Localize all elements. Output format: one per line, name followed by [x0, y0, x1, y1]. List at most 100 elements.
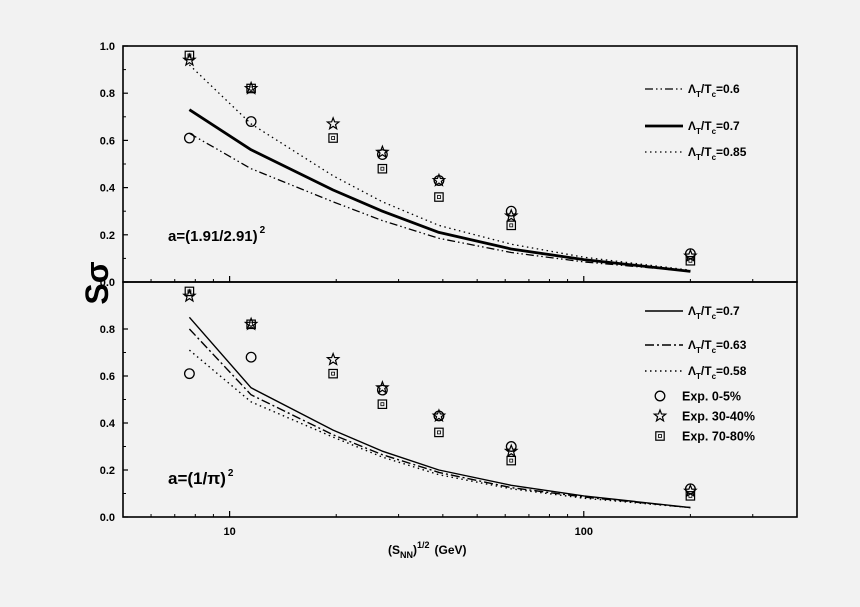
- panel-bottom-legend-label-0-part-0: Λ: [688, 304, 696, 318]
- panel-bottom-point-square-4-outline: [434, 427, 444, 438]
- panel-top-legend-label-2-part-3: c: [712, 153, 717, 162]
- panel-top-point-square-1: [246, 83, 256, 94]
- panel-bottom-point-square-0: [184, 286, 195, 297]
- panel-top: 0.00.20.40.60.81.0ΛT/Tc=0.6ΛT/Tc=0.7ΛT/T…: [100, 41, 798, 289]
- panel-bottom-point-square-3-outline: [377, 399, 388, 409]
- panel-bottom-point-square-1-dot: [249, 322, 254, 327]
- x-axis-label-unit: (GeV): [435, 543, 467, 557]
- panel-top-legend-label-1-part-1: T: [696, 127, 701, 136]
- panel-top-ytick-label-1: 0.2: [100, 230, 115, 242]
- panel-bottom-series-2: [188, 349, 691, 509]
- panel-bottom-legend-marker-2: [655, 431, 665, 441]
- panel-bottom-legend-marker-1: [652, 408, 668, 423]
- panel-top-legend-label-0-part-0: Λ: [688, 82, 696, 96]
- panel-top-ytick-label-4: 0.8: [100, 88, 115, 100]
- panel-top-legend-label-2-part-4: =0.85: [716, 145, 747, 159]
- x-axis-label-exp: 1/2: [417, 540, 430, 550]
- panel-bottom-annotation: a=(1/π) 2: [168, 468, 234, 488]
- panel-top-point-square-2: [328, 133, 338, 143]
- panel-bottom-point-star-5: [503, 443, 519, 458]
- panel-top-point-square-4: [434, 192, 444, 202]
- panel-top-point-square-3-dot: [380, 166, 385, 171]
- panel-bottom-legend-label-1-part-0: Λ: [688, 338, 696, 352]
- panel-top-point-square-6-dot: [688, 258, 693, 263]
- panel-bottom-point-square-6: [685, 491, 696, 501]
- panel-top-point-square-4-outline: [434, 192, 444, 202]
- panel-bottom-legend-label-1-part-3: c: [712, 346, 717, 355]
- panel-top-legend-label-0-part-3: c: [712, 90, 717, 99]
- panel-bottom-point-square-5: [506, 455, 517, 466]
- panel-top-legend-label-1-part-0: Λ: [688, 119, 696, 133]
- panel-bottom-point-star-2: [325, 351, 341, 366]
- panel-bottom-legend-label-2-part-3: c: [712, 372, 717, 381]
- panel-top-point-square-0: [184, 50, 195, 61]
- panel-top-point-circle-0: [183, 132, 195, 144]
- panel-top-point-square-5: [506, 220, 517, 231]
- panel-bottom-ytick-label-1: 0.2: [100, 465, 115, 477]
- panel-bottom-legend-label-1-part-4: =0.63: [716, 338, 747, 352]
- panel-bottom-ytick-label-2: 0.4: [100, 418, 116, 430]
- panel-top-legend-label-2-part-2: /T: [701, 145, 712, 159]
- panel-bottom-xtick-label-0: 10: [223, 526, 235, 538]
- panel-top-point-square-5-dot: [509, 223, 514, 228]
- panel-top-point-square-6-outline: [685, 255, 696, 266]
- panel-bottom-point-square-5-outline: [506, 455, 517, 466]
- x-axis-label: (SNN)1/2 (GeV): [388, 540, 467, 560]
- panel-top-ytick-label-2: 0.4: [100, 183, 116, 195]
- panel-bottom: 0.00.20.40.60.810 100ΛT/Tc=0.7ΛT/Tc=0.63Λ…: [100, 281, 798, 538]
- panel-bottom-legend-label-0-part-1: T: [696, 312, 701, 321]
- panel-bottom-legend-label-2-part-4: =0.58: [716, 364, 747, 378]
- panel-bottom-point-circle-0: [183, 368, 195, 380]
- panel-bottom-legend-label-2-part-1: T: [696, 372, 701, 381]
- panel-bottom-legend-label-0: ΛT/Tc=0.7: [688, 304, 740, 321]
- panel-bottom-ytick-label-4: 0.8: [100, 324, 115, 336]
- panel-top-point-circle-1: [245, 116, 257, 127]
- panel-top-point-square-3: [377, 163, 388, 174]
- panel-bottom-point-square-1-outline: [246, 319, 256, 330]
- panel-top-point-square-1-dot: [249, 86, 254, 91]
- panel-top-annotation-main: a=(1.91/2.91): [168, 228, 258, 245]
- panel-top-series-1: [188, 108, 691, 273]
- panel-bottom-series-0: [188, 316, 691, 509]
- panel-bottom-legend-point-label-2: Exp. 70-80%: [682, 430, 755, 444]
- panel-top-point-circle-2: [376, 149, 388, 161]
- panel-bottom-point-star-6: [683, 483, 698, 498]
- panel-bottom-point-circle-1: [245, 351, 257, 363]
- panel-top-point-circle-4: [505, 205, 517, 217]
- panel-top-ytick-label-3: 0.6: [100, 135, 115, 147]
- panel-bottom-point-square-3-dot: [380, 402, 385, 407]
- panel-top-legend-label-1-part-2: /T: [701, 119, 712, 133]
- panel-top-point-square-5-outline: [506, 220, 517, 231]
- panel-top-legend-label-0: ΛT/Tc=0.6: [688, 82, 740, 99]
- panel-bottom-point-square-0-outline: [184, 286, 195, 297]
- panel-bottom-point-square-3: [377, 399, 388, 409]
- panel-bottom-point-square-0-dot: [187, 289, 192, 294]
- panel-top-series-0: [189, 132, 691, 273]
- panel-top-point-square-1-outline: [246, 83, 256, 94]
- panel-top-ytick-label-5: 1.0: [100, 41, 115, 53]
- panel-bottom-ytick-label-3: 0.6: [100, 371, 115, 383]
- panel-bottom-series-1: [188, 328, 691, 509]
- panel-top-legend-label-0-part-2: /T: [701, 82, 712, 96]
- panel-top-legend-label-2-part-0: Λ: [688, 145, 696, 159]
- panel-top-legend-label-0-part-4: =0.6: [716, 82, 740, 96]
- panel-top-point-square-0-outline: [184, 50, 195, 61]
- panel-top-legend-label-2-part-1: T: [696, 153, 701, 162]
- y-axis-label: Sσ: [79, 261, 115, 304]
- panel-bottom-point-star-4: [431, 408, 447, 423]
- panel-top-legend-label-1-part-3: c: [712, 127, 717, 136]
- panel-bottom-legend-label-0-part-4: =0.7: [716, 304, 740, 318]
- panel-top-point-star-5: [503, 208, 519, 223]
- panel-bottom-ytick-label-0: 0.0: [100, 512, 115, 524]
- panel-top-annotation-exp: 2: [260, 225, 266, 236]
- panel-bottom-point-star-3: [375, 380, 390, 394]
- panel-bottom-point-square-2: [328, 368, 338, 379]
- panel-top-point-star-3: [375, 144, 390, 159]
- panel-top-series-2: [188, 64, 691, 271]
- panel-bottom-point-circle-2: [376, 384, 388, 396]
- panel-top-point-square-2-outline: [328, 133, 338, 143]
- panel-bottom-legend-marker-0: [654, 390, 666, 402]
- panel-top-legend-label-1-part-4: =0.7: [716, 119, 740, 133]
